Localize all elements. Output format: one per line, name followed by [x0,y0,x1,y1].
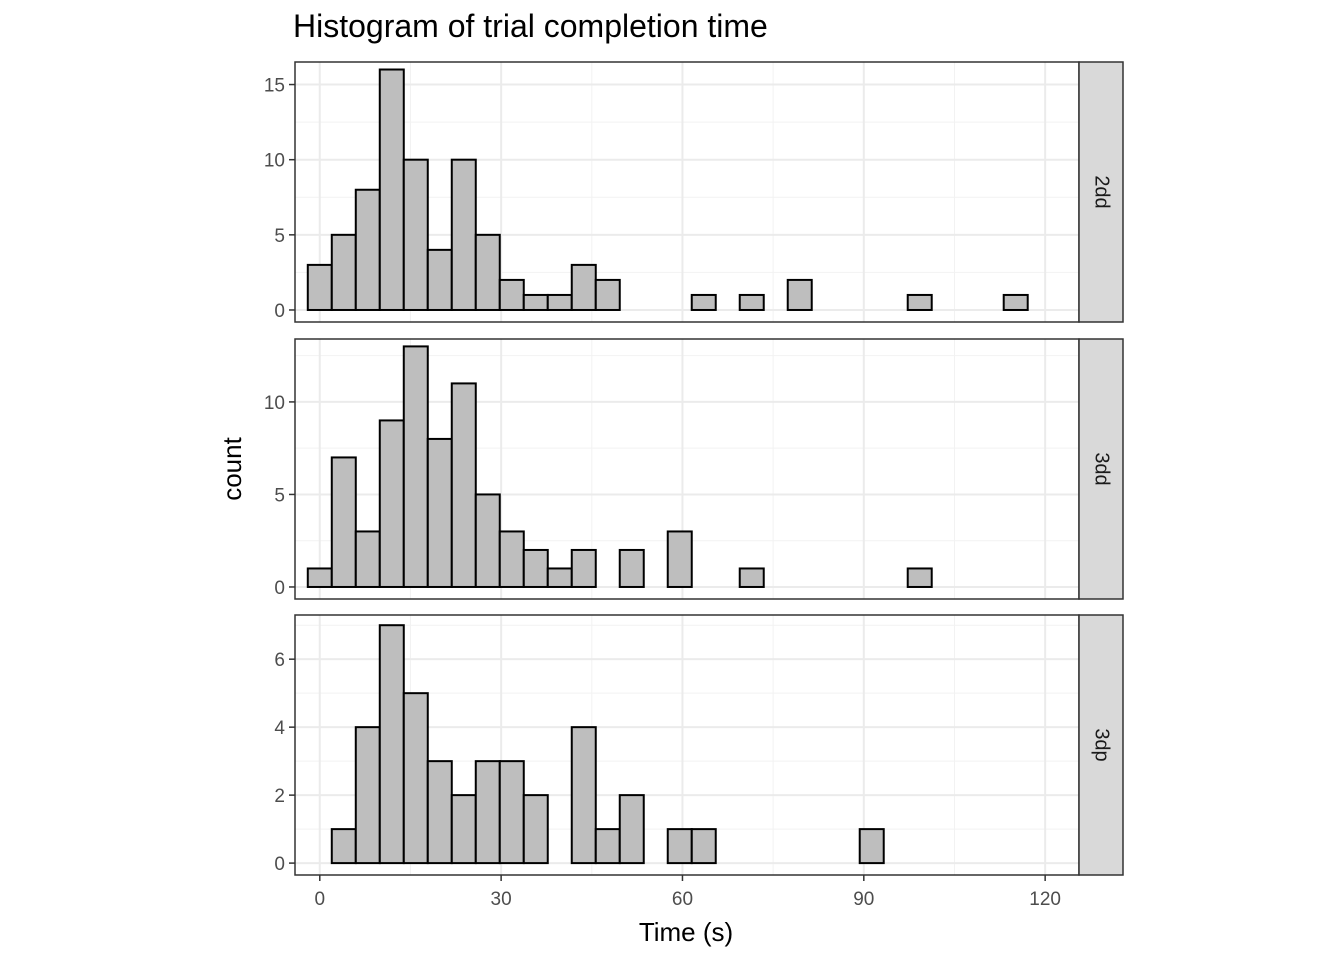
y-tick-label: 10 [264,151,285,172]
facet-panel-2dd: 0 5 10 15 2dd [264,61,1124,323]
histogram-bar [450,158,477,311]
y-tick-label: 0 [274,578,285,599]
y-tick-label: 5 [274,226,285,247]
y-tick-label: 0 [274,301,285,322]
facet-strip-label: 3dp [1091,728,1113,761]
histogram-bar [906,567,933,588]
histogram-bar [594,828,621,865]
histogram-bar [474,493,501,588]
facet-strip [1078,338,1124,600]
histogram-bar [570,726,597,865]
histogram-bar [402,345,429,588]
histogram-bar [522,293,549,311]
y-tick-label: 2 [274,786,285,807]
histogram-bar [666,828,693,865]
histogram-bar [378,419,405,588]
histogram-bar [570,548,597,588]
histogram-bar [306,567,333,588]
histogram-bar [330,456,357,588]
y-tick-label: 5 [274,485,285,506]
histogram-bar [522,548,549,588]
histogram-bar [906,293,933,311]
histogram-bar [738,293,765,311]
histogram-bar [378,624,405,865]
histogram-bar [1002,293,1029,311]
facet-strip-label: 2dd [1091,175,1113,208]
histogram-bar [402,158,429,311]
x-axis: 0 30 60 90 120 [314,875,1061,910]
x-tick-label: 90 [853,889,874,910]
facet-panel-3dd: 0 5 10 3dd [264,338,1124,600]
histogram-bar [738,567,765,588]
y-tick-label: 15 [264,76,285,97]
histogram-bar [378,68,405,311]
histogram-bar [426,248,453,311]
y-axis-title: count [217,436,247,500]
y-tick-label: 10 [264,393,285,414]
y-tick-label: 6 [274,650,285,671]
histogram-bar [426,437,453,588]
facet-panels: 0 5 10 15 2dd 0 5 10 3dd 0 2 4 6 3dp [264,61,1124,876]
histogram-bar [858,828,885,865]
y-tick-label: 0 [274,854,285,875]
histogram-bar [666,530,693,588]
histogram-bar [354,726,381,865]
facet-strip [1078,614,1124,876]
chart-title: Histogram of trial completion time [293,8,768,44]
facet-panel-3dp: 0 2 4 6 3dp [274,614,1124,876]
facet-strip [1078,61,1124,323]
histogram-bar [498,278,525,311]
x-tick-label: 0 [314,889,325,910]
histogram-bar [474,233,501,311]
histogram-bar [450,382,477,588]
histogram-bar [690,293,717,311]
histogram-bar [690,828,717,865]
histogram-bar [570,263,597,311]
x-tick-label: 60 [672,889,693,910]
facet-strip-label: 3dd [1091,452,1113,485]
histogram-bar [522,794,549,865]
x-axis-title: Time (s) [639,917,733,947]
histogram-bar [330,828,357,865]
histogram-bar [306,263,333,311]
histogram-bar [354,530,381,588]
y-tick-label: 4 [274,718,285,739]
histogram-bar [786,278,813,311]
histogram-bar [618,794,645,865]
histogram-bar [594,278,621,311]
x-tick-label: 120 [1029,889,1061,910]
histogram-bar [546,567,573,588]
histogram-bar [618,548,645,588]
histogram-bar [330,233,357,311]
histogram-bar [354,188,381,311]
histogram-bar [546,293,573,311]
x-tick-label: 30 [491,889,512,910]
histogram-bar [474,760,501,865]
histogram-bar [498,530,525,588]
histogram-bar [498,760,525,865]
histogram-bar [402,692,429,865]
histogram-bar [450,794,477,865]
histogram-bar [426,760,453,865]
